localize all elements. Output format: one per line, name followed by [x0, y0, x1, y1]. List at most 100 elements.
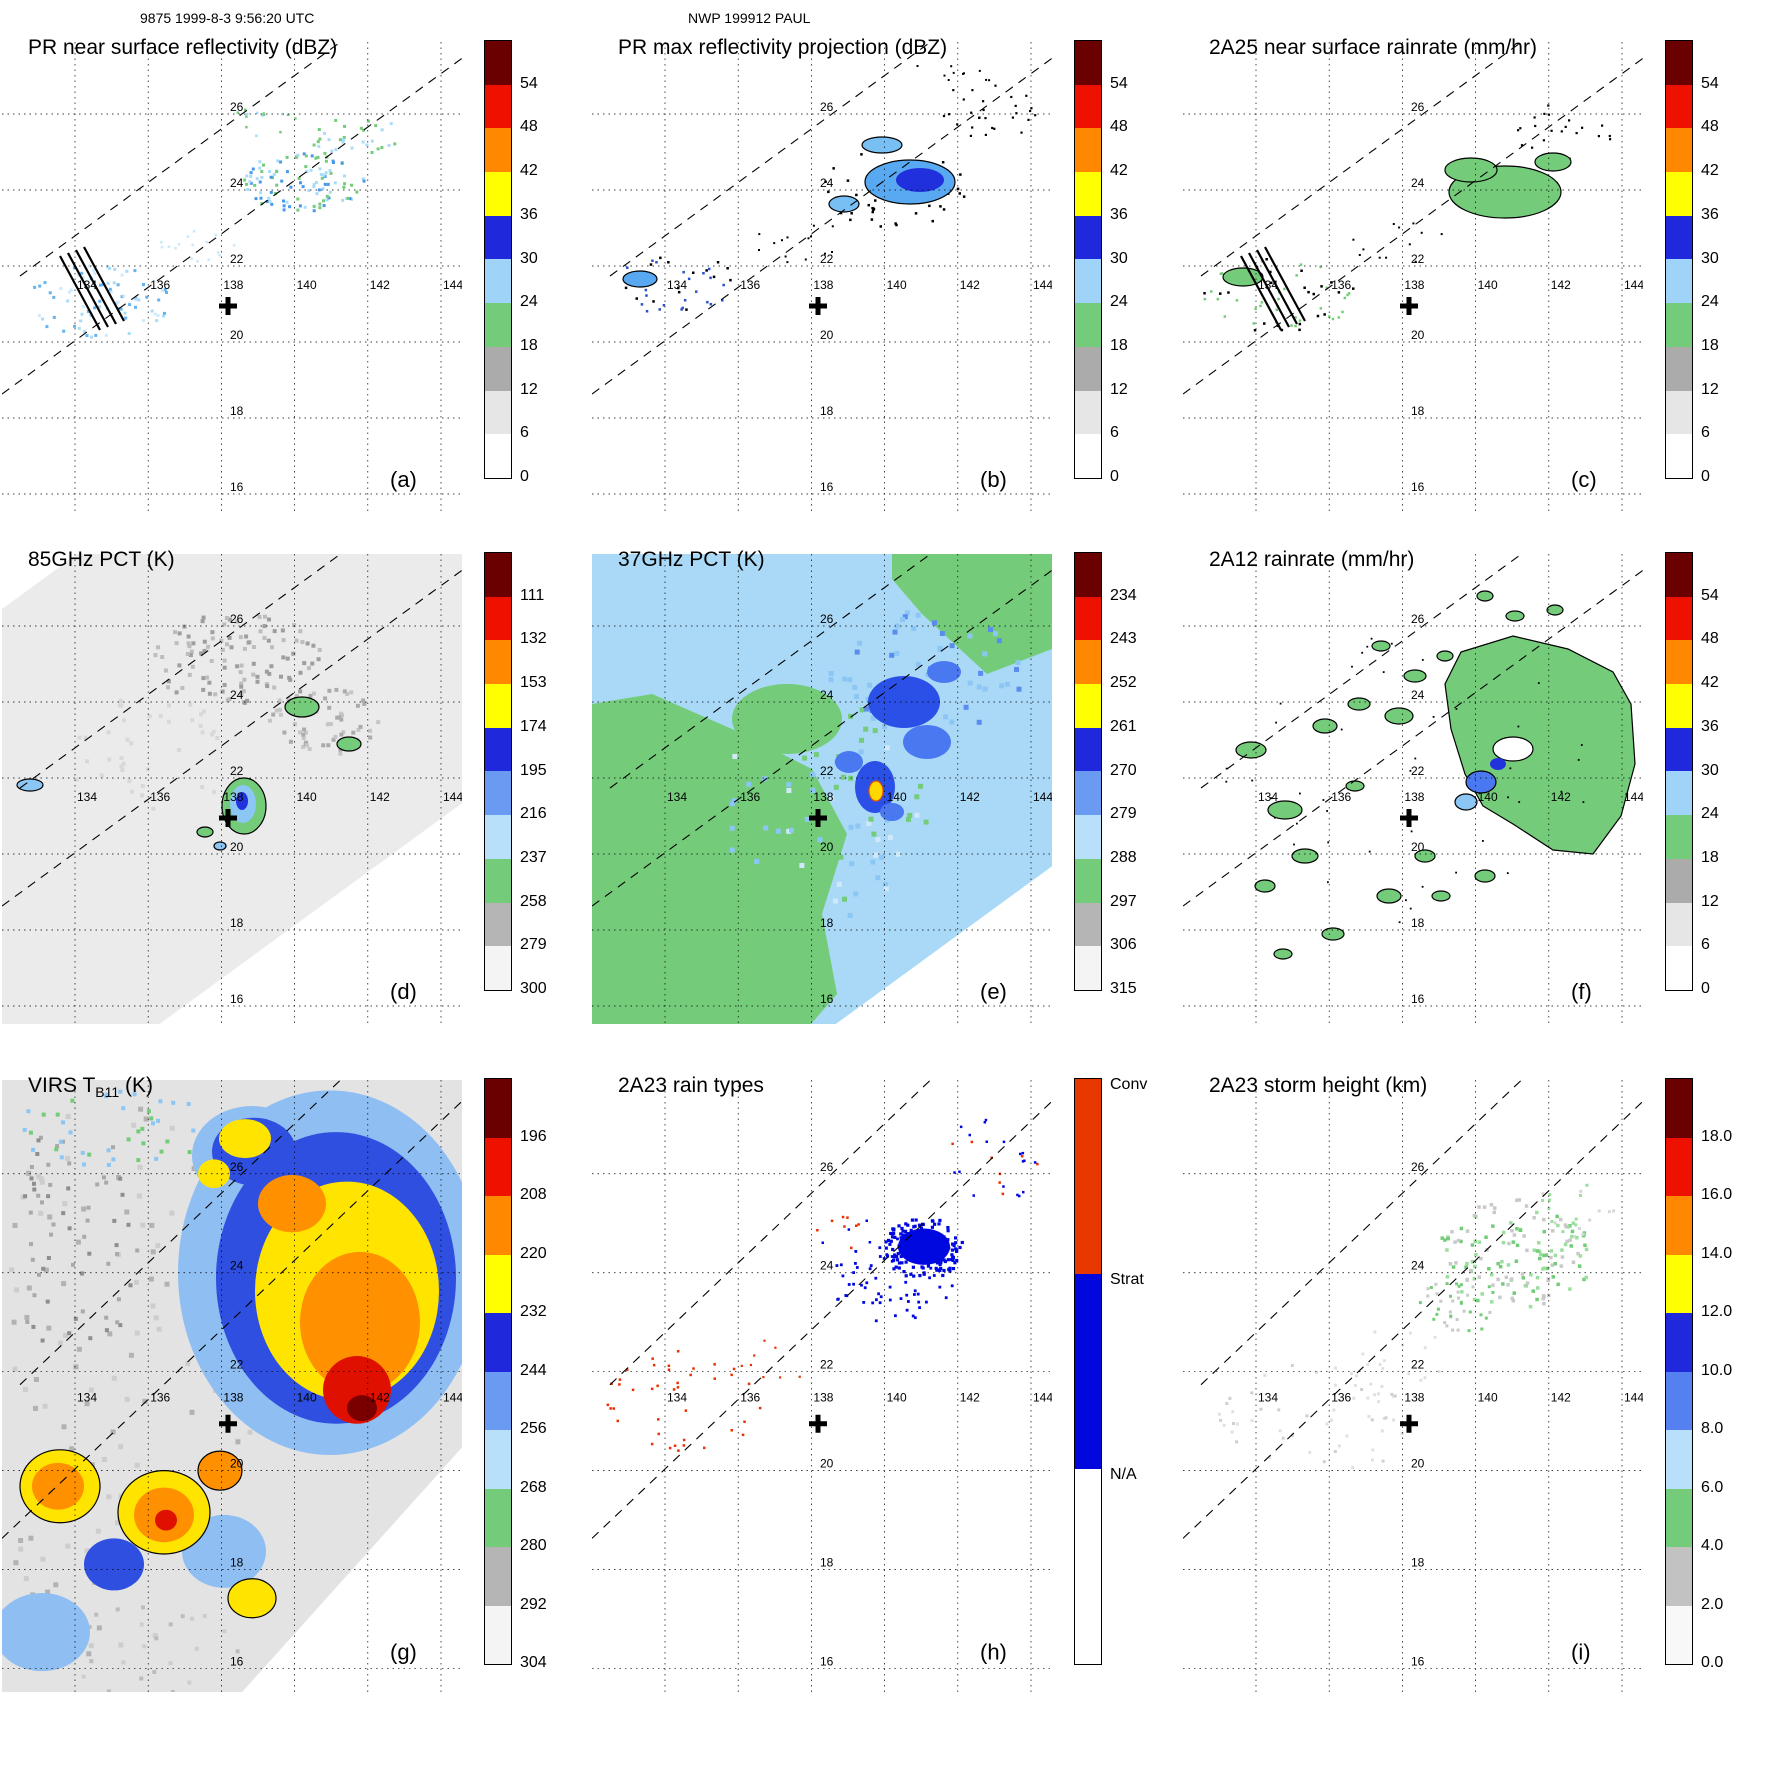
colorbar-segment [485, 858, 511, 903]
swath-edge-lines [592, 1080, 1052, 1539]
colorbar-segment [1666, 215, 1692, 260]
colorbar-segment [1666, 858, 1692, 903]
colorbar-tick-label: 268 [520, 1478, 547, 1496]
geo-labels: 134 136 138 140 142 144 16 18 20 22 24 26 [667, 612, 1052, 1006]
speckle-cluster [1350, 1330, 1441, 1386]
colorbar-segment [1075, 902, 1101, 947]
panel-title: PR max reflectivity projection (dBZ) [618, 36, 948, 59]
speckle-cluster [726, 707, 929, 918]
lat-label: 24 [1411, 688, 1425, 702]
data-blob [1267, 800, 1303, 820]
colorbar-tick-label: 252 [1110, 674, 1137, 692]
data-blob [219, 1119, 271, 1159]
map-e: 134 136 138 140 142 144 16 18 20 22 24 26 (e) [592, 554, 1052, 1024]
colorbar-tick-label: 208 [520, 1186, 547, 1203]
data-blob [1312, 718, 1338, 734]
data-blob [1476, 590, 1494, 602]
panel-title: VIRS TB11 (K) [28, 1074, 153, 1100]
colorbar-tick-label: 48 [1110, 118, 1128, 136]
data-blob [1490, 758, 1506, 770]
map-i: 134 136 138 140 142 144 16 18 20 22 24 26 (i) [1183, 1080, 1643, 1692]
colorbar-segment [485, 259, 511, 304]
lat-label: 22 [1411, 764, 1425, 778]
colorbar-segment [1666, 172, 1692, 216]
colorbar-tick-label: 300 [520, 980, 547, 997]
speckle-cluster [312, 118, 397, 154]
colorbar-tick-label: 6 [520, 424, 529, 442]
panel-letter: (h) [980, 1639, 1007, 1664]
colorbar-segment [1666, 346, 1692, 391]
colorbar-tick-label: 42 [1701, 674, 1719, 692]
lon-label: 134 [667, 790, 687, 804]
data-blob [1474, 869, 1496, 883]
data-blob [1431, 890, 1451, 902]
data-blob [1371, 640, 1391, 652]
lat-label: 22 [1411, 1358, 1425, 1372]
lat-label: 20 [230, 1457, 244, 1471]
colorbar-segment [1075, 684, 1101, 728]
colorbar-segment [485, 727, 511, 772]
lat-label: 18 [820, 1556, 834, 1570]
colorbar-segment [485, 1605, 511, 1664]
colorbar-tick-label: 279 [520, 936, 547, 954]
colorbar-tick-label: 256 [520, 1420, 547, 1437]
lon-label: 138 [1404, 1391, 1424, 1405]
colorbar-segment [1075, 727, 1101, 772]
lon-label: 140 [887, 1391, 907, 1405]
data-gap-streak [67, 252, 109, 328]
colorbar-scale [484, 552, 512, 991]
swath-edge-lines [592, 42, 1052, 395]
colorbar-segment [1075, 346, 1101, 391]
panel-title: 85GHz PCT (K) [28, 548, 175, 571]
speckle-cluster [1541, 1183, 1616, 1238]
lon-label: 142 [1551, 278, 1571, 292]
lon-label: 142 [370, 278, 390, 292]
lon-label: 142 [370, 790, 390, 804]
data-blob [1436, 650, 1454, 662]
colorbar-tick-label: 6 [1701, 424, 1710, 442]
panel-letter: (b) [980, 467, 1007, 492]
lon-label: 136 [1331, 278, 1351, 292]
geo-labels: 134 136 138 140 142 144 16 18 20 22 24 26 [667, 1160, 1052, 1669]
lon-label: 136 [740, 790, 760, 804]
colorbar-tick-label: 0 [1701, 468, 1710, 485]
lon-label: 138 [1404, 278, 1424, 292]
colorbar-segment [1666, 1196, 1692, 1255]
colorbar-tick-label: 12.0 [1701, 1303, 1733, 1320]
colorbar-tick-label: 42 [1110, 162, 1128, 180]
lat-label: 22 [820, 1358, 834, 1372]
storm-center-cross [809, 809, 827, 827]
speckle-cluster [236, 108, 297, 138]
lon-label: 136 [150, 790, 170, 804]
panel-title: 2A23 rain types [618, 1074, 764, 1097]
storm-center-cross [809, 297, 827, 315]
data-region [1444, 635, 1636, 855]
data-gap-streak [59, 255, 101, 331]
data-blob [896, 168, 944, 192]
speckle-cluster [835, 1237, 954, 1323]
panel-letter: (g) [390, 1639, 417, 1664]
grid-lines [592, 42, 1052, 512]
colorbar-segment [485, 902, 511, 947]
colorbar-segment [1075, 128, 1101, 173]
panel-letter: (c) [1571, 467, 1597, 492]
colorbar-tick-label: 304 [520, 1654, 547, 1671]
swath-edge-lines [2, 1080, 462, 1539]
lat-label: 26 [1411, 1160, 1425, 1174]
lon-label: 140 [887, 790, 907, 804]
colorbar-tick-label: 306 [1110, 936, 1137, 954]
colorbar-tick-label: 18 [1701, 848, 1719, 866]
lon-label: 144 [1033, 278, 1052, 292]
colorbar-scale [1074, 40, 1102, 479]
lon-label: 144 [1624, 790, 1643, 804]
lon-label: 144 [1033, 1391, 1052, 1405]
data-blob [1546, 604, 1564, 616]
lat-label: 18 [1411, 1556, 1425, 1570]
panel-title-part: B11 [95, 1084, 120, 1101]
lat-label: 16 [820, 992, 834, 1006]
colorbar-segment [1075, 84, 1101, 129]
lat-label: 20 [1411, 1457, 1425, 1471]
colorbar-tick-label: 12 [1110, 380, 1128, 398]
colorbar-segment [1666, 815, 1692, 859]
lon-label: 144 [443, 1391, 462, 1405]
